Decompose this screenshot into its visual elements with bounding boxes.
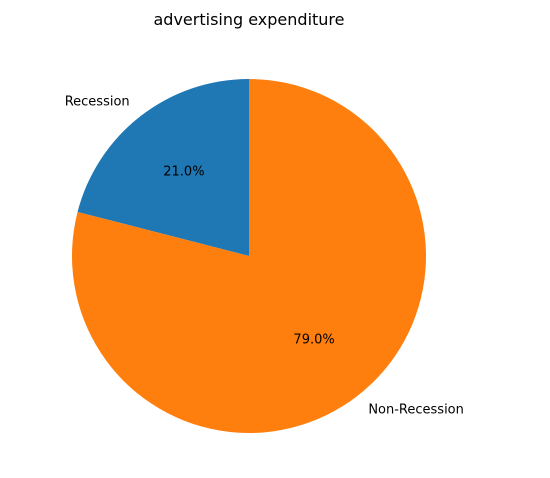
pie-category-label-0: Recession bbox=[65, 95, 130, 110]
pie-category-label-1: Non-Recession bbox=[368, 402, 464, 417]
pie-pct-label-0: 21.0% bbox=[163, 165, 204, 180]
pie-slice-non-recession bbox=[71, 79, 426, 433]
pie-slice-recession bbox=[77, 79, 249, 256]
pie-pct-label-1: 79.0% bbox=[293, 332, 334, 347]
chart-title: advertising expenditure bbox=[153, 10, 345, 29]
